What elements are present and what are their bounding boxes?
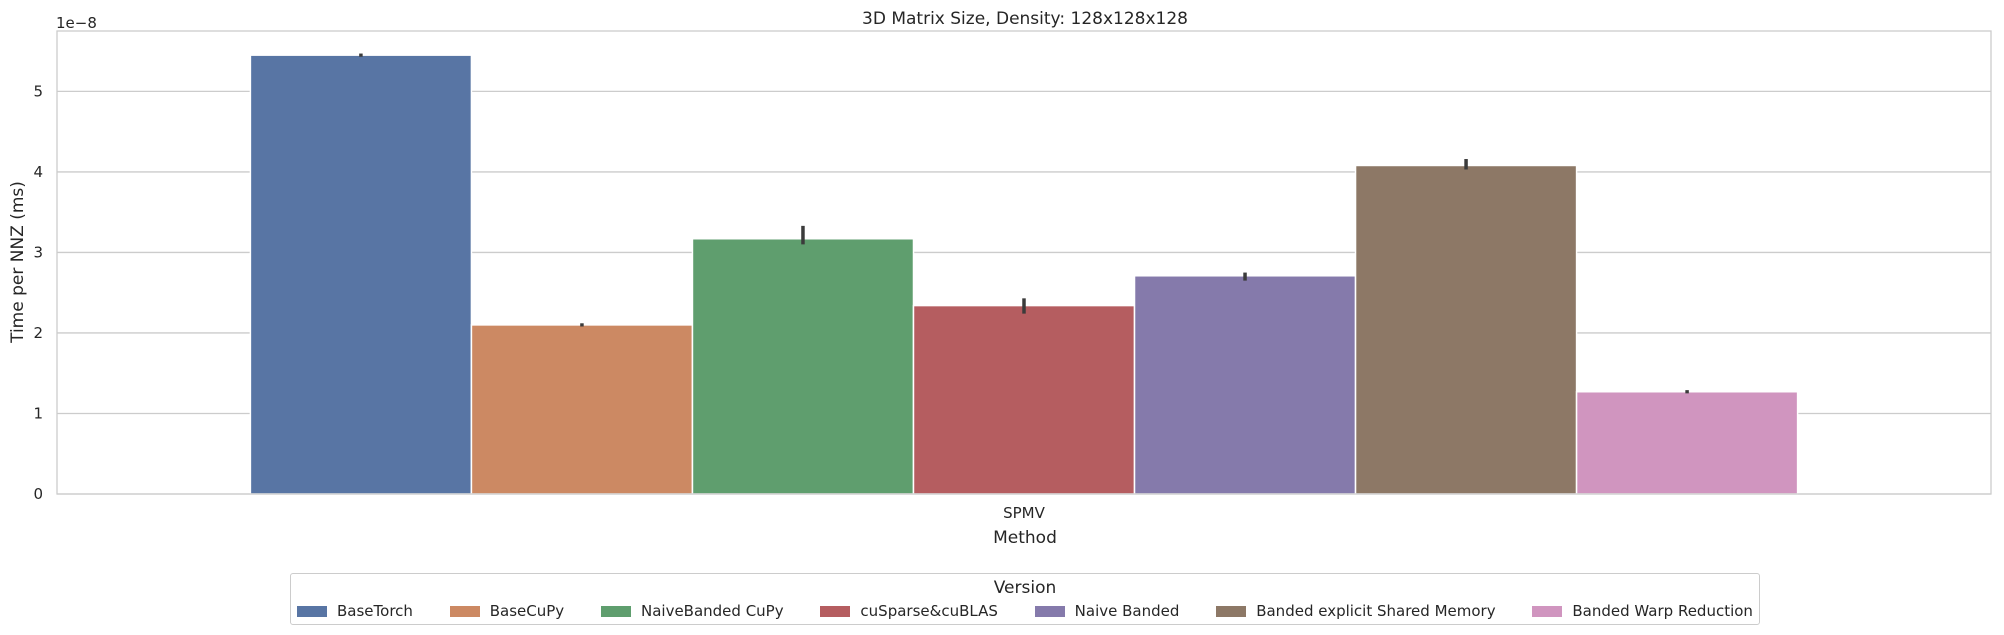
y-axis-label: Time per NNZ (ms) bbox=[8, 181, 28, 344]
legend-swatch bbox=[820, 605, 851, 617]
legend-item: cuSparse&cuBLAS bbox=[820, 602, 998, 620]
legend-label: BaseTorch bbox=[337, 602, 413, 620]
bar-chart: 3D Matrix Size, Density: 128x128x128 1e−… bbox=[8, 9, 1992, 548]
y-tick-label: 0 bbox=[33, 485, 43, 503]
legend-title: Version bbox=[993, 578, 1057, 598]
bar-banded-explicit-shared-memory bbox=[1354, 164, 1578, 495]
bars bbox=[249, 54, 1799, 495]
x-tick-label: SPMV bbox=[1003, 504, 1046, 522]
legend-swatch bbox=[297, 605, 327, 617]
bar-naivebanded-cupy bbox=[691, 237, 915, 495]
tick-labels: 0 1 2 3 4 5 SPMV bbox=[33, 82, 1045, 522]
legend-swatch bbox=[449, 605, 480, 617]
y-tick-label: 2 bbox=[33, 324, 43, 342]
legend-item: BaseCuPy bbox=[449, 602, 565, 620]
legend-swatch bbox=[1532, 605, 1563, 617]
y-tick-label: 4 bbox=[33, 163, 43, 181]
legend-label: BaseCuPy bbox=[489, 602, 565, 620]
bar-basetorch bbox=[249, 54, 473, 495]
legend-label: cuSparse&cuBLAS bbox=[860, 602, 998, 620]
x-axis-label: Method bbox=[993, 528, 1057, 548]
plot-frame bbox=[56, 30, 1992, 495]
legend-label: Banded Warp Reduction bbox=[1572, 602, 1753, 620]
bar-banded-warp-reduction bbox=[1575, 390, 1799, 495]
y-axis-offset-text: 1e−8 bbox=[56, 14, 97, 32]
legend-item: Banded explicit Shared Memory bbox=[1216, 602, 1496, 620]
y-tick-label: 1 bbox=[33, 404, 43, 422]
y-tick-label: 5 bbox=[33, 82, 43, 100]
legend-item: NaiveBanded CuPy bbox=[600, 602, 784, 620]
legend-item: Banded Warp Reduction bbox=[1532, 602, 1753, 620]
legend-swatch bbox=[1034, 605, 1065, 617]
bar-basecupy bbox=[470, 324, 694, 495]
bar-cusparse-cublas bbox=[912, 304, 1136, 495]
legend-item: BaseTorch bbox=[297, 602, 413, 620]
legend-items: BaseTorch BaseCuPy NaiveBanded CuPy cuSpars… bbox=[297, 602, 1753, 620]
legend: Version BaseTorch BaseCuPy NaiveBanded CuP… bbox=[290, 573, 1760, 625]
error-bars bbox=[359, 53, 1689, 394]
chart-title: 3D Matrix Size, Density: 128x128x128 bbox=[862, 9, 1188, 29]
legend-label: NaiveBanded CuPy bbox=[640, 602, 784, 620]
bar-naive-banded bbox=[1133, 275, 1357, 495]
legend-label: Naive Banded bbox=[1074, 602, 1180, 620]
legend-item: Naive Banded bbox=[1034, 602, 1180, 620]
legend-label: Banded explicit Shared Memory bbox=[1256, 602, 1496, 620]
legend-swatch bbox=[1216, 605, 1247, 617]
y-tick-label: 3 bbox=[33, 243, 43, 261]
legend-swatch bbox=[600, 605, 631, 617]
